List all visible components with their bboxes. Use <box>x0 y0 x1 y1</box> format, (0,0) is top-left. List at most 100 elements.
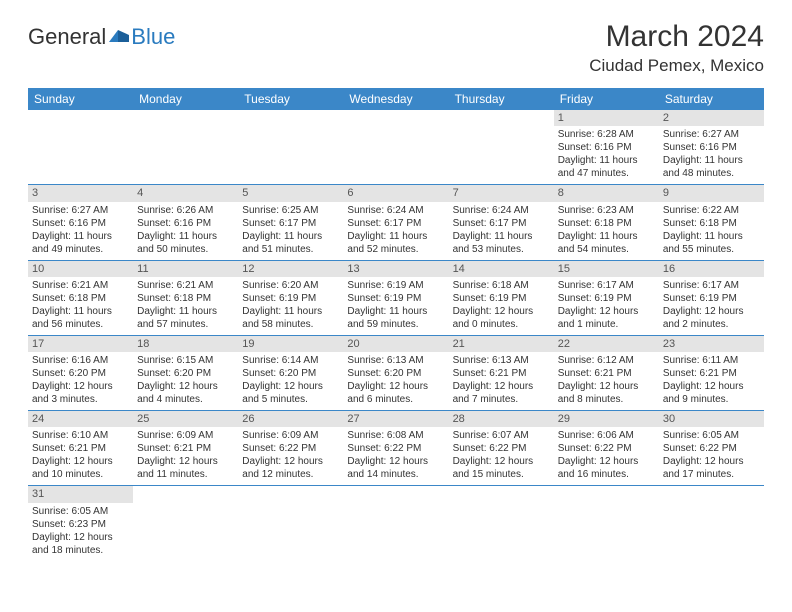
day-info-line: Sunrise: 6:07 AM <box>453 429 550 442</box>
day-cell <box>28 110 133 184</box>
day-info-line: Sunrise: 6:21 AM <box>137 279 234 292</box>
day-number: 26 <box>238 411 343 427</box>
day-info-line: Sunset: 6:17 PM <box>242 217 339 230</box>
day-number: 20 <box>343 336 448 352</box>
day-number: 1 <box>554 110 659 126</box>
location: Ciudad Pemex, Mexico <box>589 56 764 76</box>
day-cell: 9Sunrise: 6:22 AMSunset: 6:18 PMDaylight… <box>659 185 764 259</box>
day-info-line: Sunrise: 6:14 AM <box>242 354 339 367</box>
day-info-line: Daylight: 11 hours and 49 minutes. <box>32 230 129 256</box>
day-info-line: Sunrise: 6:11 AM <box>663 354 760 367</box>
day-cell <box>343 110 448 184</box>
day-info-line: Daylight: 12 hours and 4 minutes. <box>137 380 234 406</box>
day-number: 30 <box>659 411 764 427</box>
week-row: 10Sunrise: 6:21 AMSunset: 6:18 PMDayligh… <box>28 261 764 336</box>
day-cell: 31Sunrise: 6:05 AMSunset: 6:23 PMDayligh… <box>28 486 133 560</box>
day-info-line: Sunrise: 6:13 AM <box>347 354 444 367</box>
day-cell: 4Sunrise: 6:26 AMSunset: 6:16 PMDaylight… <box>133 185 238 259</box>
day-info-line: Daylight: 12 hours and 2 minutes. <box>663 305 760 331</box>
day-cell: 28Sunrise: 6:07 AMSunset: 6:22 PMDayligh… <box>449 411 554 485</box>
day-info-line: Sunrise: 6:25 AM <box>242 204 339 217</box>
day-cell <box>238 486 343 560</box>
day-info-line: Sunrise: 6:22 AM <box>663 204 760 217</box>
day-number <box>659 486 764 502</box>
day-number: 4 <box>133 185 238 201</box>
day-info-line: Sunrise: 6:16 AM <box>32 354 129 367</box>
day-cell: 29Sunrise: 6:06 AMSunset: 6:22 PMDayligh… <box>554 411 659 485</box>
day-info-line: Daylight: 12 hours and 3 minutes. <box>32 380 129 406</box>
day-info-line: Daylight: 12 hours and 17 minutes. <box>663 455 760 481</box>
day-info-line: Daylight: 12 hours and 6 minutes. <box>347 380 444 406</box>
day-info-line: Sunset: 6:22 PM <box>347 442 444 455</box>
day-info-line: Daylight: 12 hours and 9 minutes. <box>663 380 760 406</box>
day-number: 27 <box>343 411 448 427</box>
day-info-line: Daylight: 12 hours and 12 minutes. <box>242 455 339 481</box>
day-info-line: Sunrise: 6:10 AM <box>32 429 129 442</box>
day-cell: 6Sunrise: 6:24 AMSunset: 6:17 PMDaylight… <box>343 185 448 259</box>
day-cell <box>449 110 554 184</box>
day-info-line: Sunset: 6:23 PM <box>32 518 129 531</box>
calendar: SundayMondayTuesdayWednesdayThursdayFrid… <box>28 88 764 561</box>
week-row: 17Sunrise: 6:16 AMSunset: 6:20 PMDayligh… <box>28 336 764 411</box>
day-info-line: Sunrise: 6:18 AM <box>453 279 550 292</box>
day-info-line: Sunset: 6:19 PM <box>242 292 339 305</box>
day-cell: 22Sunrise: 6:12 AMSunset: 6:21 PMDayligh… <box>554 336 659 410</box>
day-cell: 11Sunrise: 6:21 AMSunset: 6:18 PMDayligh… <box>133 261 238 335</box>
day-info-line: Sunrise: 6:12 AM <box>558 354 655 367</box>
day-cell: 18Sunrise: 6:15 AMSunset: 6:20 PMDayligh… <box>133 336 238 410</box>
day-cell: 21Sunrise: 6:13 AMSunset: 6:21 PMDayligh… <box>449 336 554 410</box>
day-info-line: Daylight: 12 hours and 16 minutes. <box>558 455 655 481</box>
day-info-line: Daylight: 12 hours and 18 minutes. <box>32 531 129 557</box>
day-number <box>133 486 238 502</box>
day-number: 2 <box>659 110 764 126</box>
day-info-line: Sunset: 6:19 PM <box>663 292 760 305</box>
day-number: 13 <box>343 261 448 277</box>
day-info-line: Daylight: 11 hours and 47 minutes. <box>558 154 655 180</box>
day-info-line: Sunset: 6:21 PM <box>453 367 550 380</box>
day-cell <box>133 110 238 184</box>
day-info-line: Sunrise: 6:17 AM <box>663 279 760 292</box>
day-info-line: Sunrise: 6:27 AM <box>663 128 760 141</box>
weekday-label: Friday <box>554 88 659 110</box>
day-info-line: Sunrise: 6:24 AM <box>347 204 444 217</box>
day-number: 18 <box>133 336 238 352</box>
day-info-line: Sunrise: 6:27 AM <box>32 204 129 217</box>
day-cell: 27Sunrise: 6:08 AMSunset: 6:22 PMDayligh… <box>343 411 448 485</box>
day-cell: 26 Sunrise: 6:09 AMSunset: 6:22 PMDayligh… <box>238 411 343 485</box>
day-info-line: Sunrise: 6:08 AM <box>347 429 444 442</box>
day-cell: 5Sunrise: 6:25 AMSunset: 6:17 PMDaylight… <box>238 185 343 259</box>
day-info-line: Sunset: 6:18 PM <box>32 292 129 305</box>
day-cell <box>238 110 343 184</box>
day-number: 14 <box>449 261 554 277</box>
day-info-line: Daylight: 12 hours and 8 minutes. <box>558 380 655 406</box>
weekday-label: Wednesday <box>343 88 448 110</box>
day-cell: 17Sunrise: 6:16 AMSunset: 6:20 PMDayligh… <box>28 336 133 410</box>
logo: GeneralBlue <box>28 24 175 50</box>
day-info-line: Sunrise: 6:26 AM <box>137 204 234 217</box>
day-number: 3 <box>28 185 133 201</box>
day-cell: 3Sunrise: 6:27 AMSunset: 6:16 PMDaylight… <box>28 185 133 259</box>
day-cell: 2Sunrise: 6:27 AMSunset: 6:16 PMDaylight… <box>659 110 764 184</box>
day-cell: 23Sunrise: 6:11 AMSunset: 6:21 PMDayligh… <box>659 336 764 410</box>
page-title: March 2024 <box>589 20 764 54</box>
day-info-line: Sunrise: 6:09 AM <box>242 429 339 442</box>
day-info-line: Sunset: 6:22 PM <box>242 442 339 455</box>
day-info-line: Sunrise: 6:19 AM <box>347 279 444 292</box>
day-info-line: Sunset: 6:20 PM <box>347 367 444 380</box>
week-row: 3Sunrise: 6:27 AMSunset: 6:16 PMDaylight… <box>28 185 764 260</box>
weekday-label: Thursday <box>449 88 554 110</box>
calendar-body: 1Sunrise: 6:28 AMSunset: 6:16 PMDaylight… <box>28 110 764 561</box>
weekday-label: Saturday <box>659 88 764 110</box>
day-number <box>343 486 448 502</box>
day-info-line: Daylight: 11 hours and 58 minutes. <box>242 305 339 331</box>
day-info-line: Sunset: 6:22 PM <box>558 442 655 455</box>
day-cell: 24Sunrise: 6:10 AMSunset: 6:21 PMDayligh… <box>28 411 133 485</box>
day-info-line: Sunset: 6:21 PM <box>137 442 234 455</box>
weekday-label: Sunday <box>28 88 133 110</box>
day-number <box>238 486 343 502</box>
title-block: March 2024 Ciudad Pemex, Mexico <box>589 20 764 76</box>
day-info-line: Sunset: 6:19 PM <box>347 292 444 305</box>
day-info-line: Sunrise: 6:09 AM <box>137 429 234 442</box>
day-info-line: Sunset: 6:20 PM <box>32 367 129 380</box>
day-info-line: Sunset: 6:17 PM <box>453 217 550 230</box>
